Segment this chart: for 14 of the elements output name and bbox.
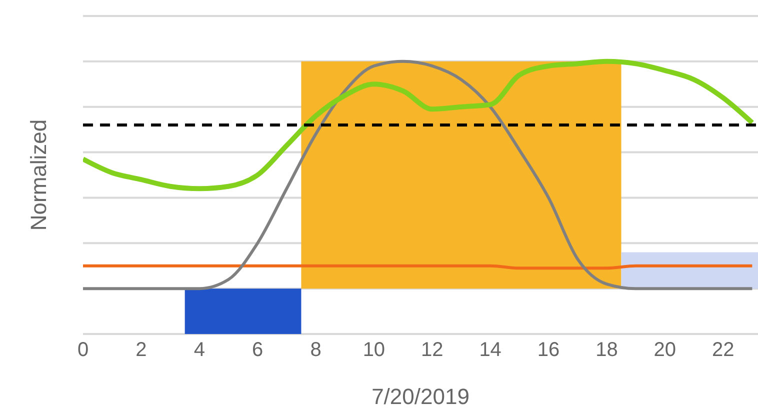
x-tick-label: 18 <box>596 339 618 362</box>
x-tick-label: 22 <box>712 339 734 362</box>
x-axis-title: 7/20/2019 <box>372 384 470 409</box>
x-tick-label: 8 <box>310 339 322 362</box>
x-tick-label: 2 <box>136 339 147 362</box>
x-tick-label: 14 <box>479 339 502 362</box>
x-tick-label: 16 <box>537 339 560 362</box>
x-tick-label: 4 <box>194 339 205 362</box>
y-axis-title: Normalized <box>26 119 51 231</box>
x-tick-label: 20 <box>654 339 676 362</box>
x-tick-label: 0 <box>77 339 89 362</box>
x-tick-label: 6 <box>252 339 264 362</box>
x-tick-label: 10 <box>362 339 386 362</box>
x-tick-label: 12 <box>421 339 444 362</box>
